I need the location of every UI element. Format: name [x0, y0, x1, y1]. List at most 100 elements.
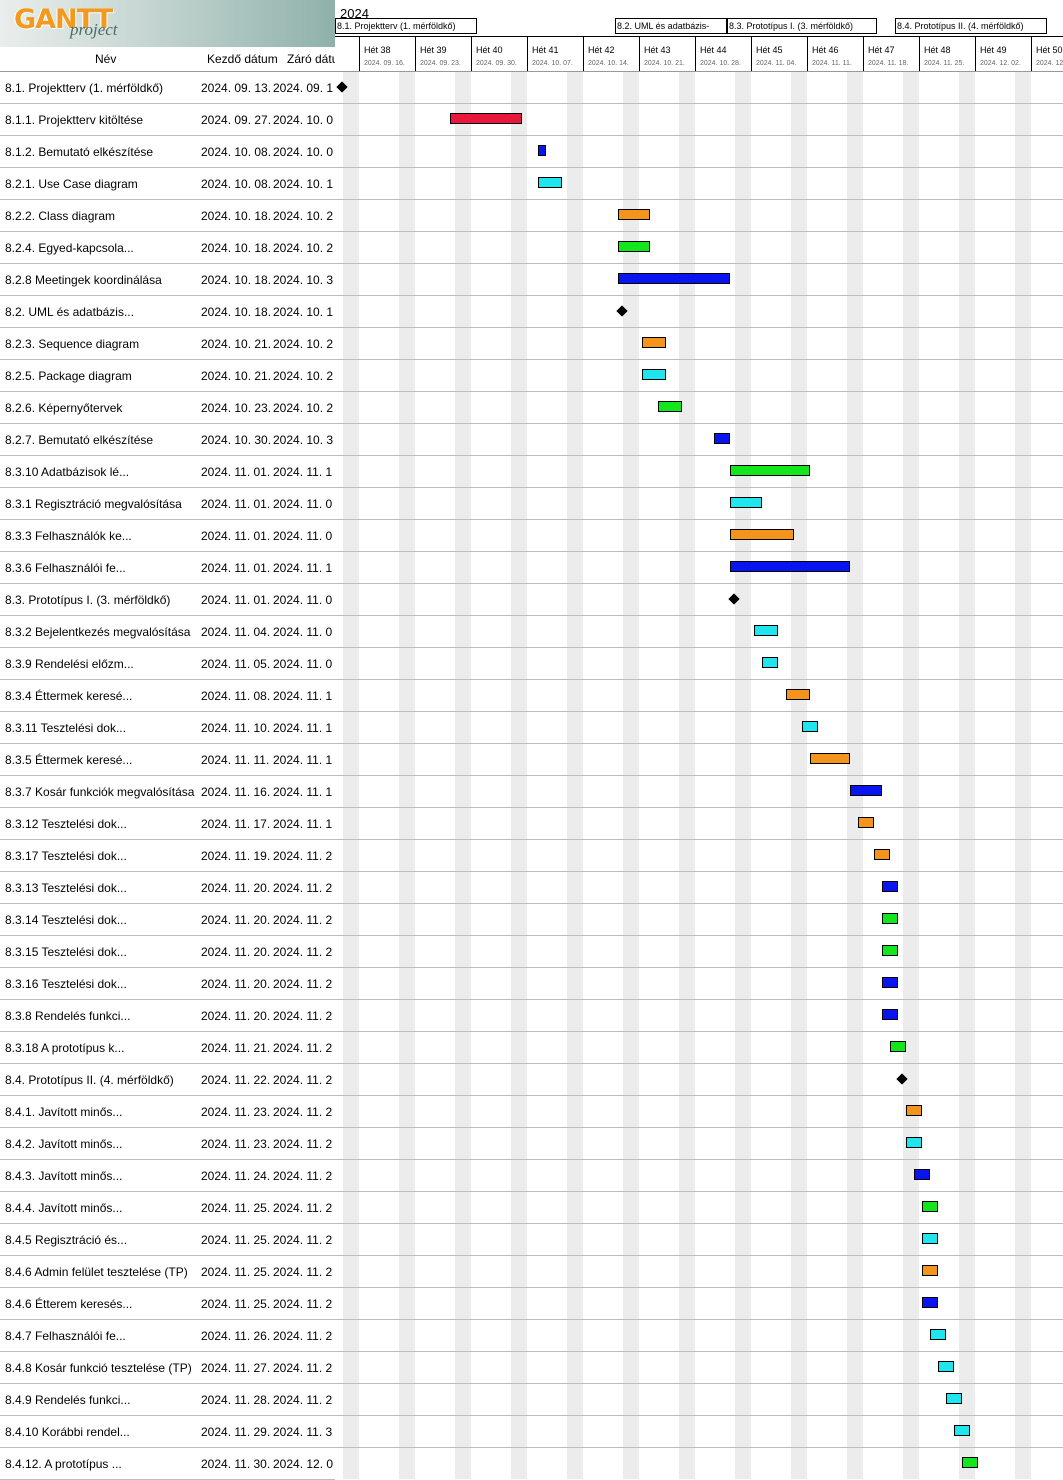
task-bar[interactable]: [730, 561, 850, 572]
task-bar[interactable]: [786, 689, 810, 700]
task-row[interactable]: 8.2.3. Sequence diagram 2024. 10. 21. 2024…: [0, 328, 335, 360]
task-bar[interactable]: [538, 177, 562, 188]
task-row[interactable]: 8.2.4. Egyed-kapcsola... 2024. 10. 18. 202…: [0, 232, 335, 264]
task-bar[interactable]: [882, 945, 898, 956]
task-row[interactable]: 8.4.2. Javított minős... 2024. 11. 23. 202…: [0, 1128, 335, 1160]
task-end-date: 2024. 11. 1: [273, 817, 333, 831]
row-divider: [335, 455, 1063, 456]
task-row[interactable]: 8.3.10 Adatbázisok lé... 2024. 11. 01. 202…: [0, 456, 335, 488]
week-column: Hét 45 2024. 11. 04.: [751, 37, 808, 71]
task-bar[interactable]: [938, 1361, 954, 1372]
task-row[interactable]: 8.3. Prototípus I. (3. mérföldkő) 2024. 1…: [0, 584, 335, 616]
row-divider: [335, 1415, 1063, 1416]
task-row[interactable]: 8.4.9 Rendelés funkci... 2024. 11. 28. 202…: [0, 1384, 335, 1416]
task-row[interactable]: 8.2.7. Bemutató elkészítése 2024. 10. 30.…: [0, 424, 335, 456]
task-row[interactable]: 8.3.1 Regisztráció megvalósítása 2024. 11…: [0, 488, 335, 520]
task-row[interactable]: 8.2.8 Meetingek koordinálása 2024. 10. 18…: [0, 264, 335, 296]
week-date: 2024. 11. 18.: [868, 60, 909, 67]
task-bar[interactable]: [882, 1009, 898, 1020]
task-row[interactable]: 8.3.5 Éttermek keresé... 2024. 11. 11. 202…: [0, 744, 335, 776]
row-divider: [335, 1063, 1063, 1064]
task-row[interactable]: 8.3.2 Bejelentkezés megvalósítása 2024. 1…: [0, 616, 335, 648]
task-row[interactable]: 8.3.4 Éttermek keresé... 2024. 11. 08. 202…: [0, 680, 335, 712]
task-row[interactable]: 8.4.1. Javított minős... 2024. 11. 23. 202…: [0, 1096, 335, 1128]
task-row[interactable]: 8.4.12. A prototípus ... 2024. 11. 30. 202…: [0, 1448, 335, 1480]
task-end-date: 2024. 11. 2: [273, 849, 333, 863]
task-row[interactable]: 8.3.8 Rendelés funkci... 2024. 11. 20. 202…: [0, 1000, 335, 1032]
task-bar[interactable]: [922, 1233, 938, 1244]
task-row[interactable]: 8.4.10 Korábbi rendel... 2024. 11. 29. 202…: [0, 1416, 335, 1448]
task-bar[interactable]: [906, 1137, 922, 1148]
task-bar[interactable]: [762, 657, 778, 668]
task-bar[interactable]: [890, 1041, 906, 1052]
task-bar[interactable]: [810, 753, 850, 764]
task-row[interactable]: 8.3.11 Tesztelési dok... 2024. 11. 10. 202…: [0, 712, 335, 744]
task-bar[interactable]: [914, 1169, 930, 1180]
gantt-chart-area[interactable]: [335, 72, 1063, 1479]
task-bar[interactable]: [874, 849, 890, 860]
task-bar[interactable]: [642, 369, 666, 380]
task-bar[interactable]: [618, 209, 650, 220]
task-row[interactable]: 8.2.6. Képernyőtervek 2024. 10. 23. 2024. …: [0, 392, 335, 424]
task-end-date: 2024. 10. 2: [273, 337, 334, 351]
task-row[interactable]: 8.4.3. Javított minős... 2024. 11. 24. 202…: [0, 1160, 335, 1192]
task-row[interactable]: 8.4.4. Javított minős... 2024. 11. 25. 202…: [0, 1192, 335, 1224]
task-end-date: 2024. 10. 0: [273, 145, 334, 159]
task-row[interactable]: 8.2.5. Package diagram 2024. 10. 21. 2024.…: [0, 360, 335, 392]
task-bar[interactable]: [882, 977, 898, 988]
task-row[interactable]: 8.1. Projektterv (1. mérföldkő) 2024. 09.…: [0, 72, 335, 104]
task-row[interactable]: 8.1.2. Bemutató elkészítése 2024. 10. 08.…: [0, 136, 335, 168]
task-row[interactable]: 8.3.16 Tesztelési dok... 2024. 11. 20. 202…: [0, 968, 335, 1000]
task-row[interactable]: 8.4.5 Regisztráció és... 2024. 11. 25. 202…: [0, 1224, 335, 1256]
task-row[interactable]: 8.2. UML és adatbázis... 2024. 10. 18. 202…: [0, 296, 335, 328]
task-bar[interactable]: [714, 433, 730, 444]
task-row[interactable]: 8.4.6 Admin felület tesztelése (TP) 2024.…: [0, 1256, 335, 1288]
task-bar[interactable]: [642, 337, 666, 348]
task-row[interactable]: 8.4.6 Étterem keresés... 2024. 11. 25. 202…: [0, 1288, 335, 1320]
task-bar[interactable]: [730, 497, 762, 508]
task-bar[interactable]: [962, 1457, 978, 1468]
task-row[interactable]: 8.1.1. Projektterv kitöltése 2024. 09. 27…: [0, 104, 335, 136]
task-bar[interactable]: [802, 721, 818, 732]
task-row[interactable]: 8.3.13 Tesztelési dok... 2024. 11. 20. 202…: [0, 872, 335, 904]
task-row[interactable]: 8.3.7 Kosár funkciók megvalósítása 2024. …: [0, 776, 335, 808]
task-row[interactable]: 8.3.9 Rendelési előzm... 2024. 11. 05. 202…: [0, 648, 335, 680]
task-bar[interactable]: [882, 913, 898, 924]
task-bar[interactable]: [922, 1265, 938, 1276]
task-row[interactable]: 8.4. Prototípus II. (4. mérföldkő) 2024. …: [0, 1064, 335, 1096]
task-bar[interactable]: [618, 241, 650, 252]
column-header-name[interactable]: Név: [95, 52, 117, 66]
task-bar[interactable]: [618, 273, 730, 284]
task-row[interactable]: 8.3.3 Felhasználók ke... 2024. 11. 01. 202…: [0, 520, 335, 552]
task-bar[interactable]: [450, 113, 522, 124]
task-bar[interactable]: [954, 1425, 970, 1436]
task-bar[interactable]: [930, 1329, 946, 1340]
week-column: Hét 49 2024. 12. 02.: [975, 37, 1032, 71]
task-bar[interactable]: [754, 625, 778, 636]
task-bar[interactable]: [658, 401, 682, 412]
task-bar[interactable]: [882, 881, 898, 892]
task-row[interactable]: 8.2.2. Class diagram 2024. 10. 18. 2024. 1…: [0, 200, 335, 232]
task-bar[interactable]: [850, 785, 882, 796]
task-bar[interactable]: [538, 145, 546, 156]
task-bar[interactable]: [730, 465, 810, 476]
task-bar[interactable]: [906, 1105, 922, 1116]
task-row[interactable]: 8.3.14 Tesztelési dok... 2024. 11. 20. 202…: [0, 904, 335, 936]
task-bar[interactable]: [922, 1297, 938, 1308]
task-end-date: 2024. 11. 2: [273, 945, 333, 959]
task-row[interactable]: 8.4.8 Kosár funkció tesztelése (TP) 2024.…: [0, 1352, 335, 1384]
task-row[interactable]: 8.2.1. Use Case diagram 2024. 10. 08. 2024…: [0, 168, 335, 200]
task-bar[interactable]: [922, 1201, 938, 1212]
task-row[interactable]: 8.3.17 Tesztelési dok... 2024. 11. 19. 202…: [0, 840, 335, 872]
task-bar[interactable]: [858, 817, 874, 828]
task-row[interactable]: 8.3.18 A prototípus k... 2024. 11. 21. 202…: [0, 1032, 335, 1064]
task-bar[interactable]: [730, 529, 794, 540]
task-row[interactable]: 8.3.6 Felhasználói fe... 2024. 11. 01. 202…: [0, 552, 335, 584]
task-row[interactable]: 8.4.7 Felhasználói fe... 2024. 11. 26. 202…: [0, 1320, 335, 1352]
column-header-start[interactable]: Kezdő dátum: [207, 52, 278, 66]
task-row[interactable]: 8.3.15 Tesztelési dok... 2024. 11. 20. 202…: [0, 936, 335, 968]
column-header-end[interactable]: Záró dátum: [287, 52, 335, 66]
row-divider: [335, 935, 1063, 936]
task-row[interactable]: 8.3.12 Tesztelési dok... 2024. 11. 17. 202…: [0, 808, 335, 840]
task-bar[interactable]: [946, 1393, 962, 1404]
